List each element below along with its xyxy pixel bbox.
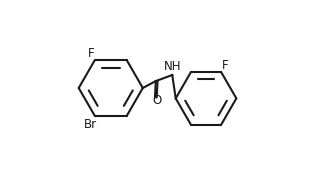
Text: Br: Br [83, 118, 97, 130]
Text: F: F [222, 59, 228, 72]
Text: NH: NH [164, 60, 181, 73]
Text: O: O [152, 95, 162, 108]
Text: F: F [88, 47, 94, 60]
